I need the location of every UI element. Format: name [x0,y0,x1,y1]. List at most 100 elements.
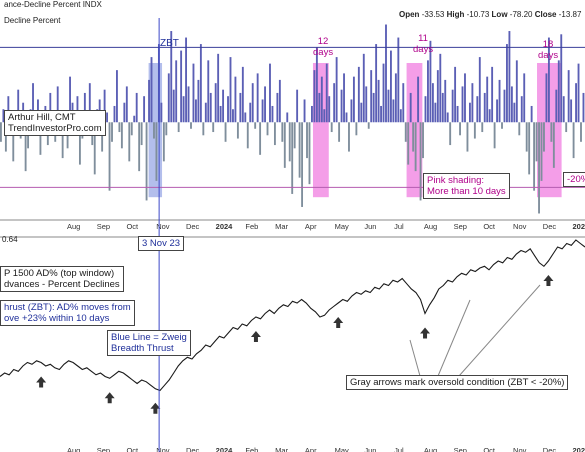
month-tick-label: Nov [156,446,170,452]
ad-bar [323,109,326,123]
pink-shading-note: Pink shading: More than 10 days [423,173,510,199]
ad-bar [170,31,173,123]
ad-bar [473,122,476,139]
month-tick-label: Aug [67,446,80,452]
ad-bar [377,79,380,123]
month-tick-label: Jun [364,446,376,452]
ad-bar [362,53,365,123]
ad-bar [12,122,15,162]
ad-bar [580,122,582,142]
ad-bar [155,122,158,181]
axes-layer: Aug Aug Sep Sep Oct Oct Nov Nov Dec Dec 2024 2024 Fe… [67,18,585,452]
ad-bar [61,122,64,159]
ad-bar [120,122,123,149]
ad-bar [291,122,294,194]
month-tick-label: Dec [543,446,557,452]
month-tick-label: Oct [483,222,496,231]
ad-bar [451,89,454,123]
ad-bar [515,60,518,123]
ad-bar [545,73,548,123]
ohlc-high-value: -10.73 [466,10,490,19]
zbt-label: ZBT [160,38,179,49]
ad-bar [7,96,10,123]
ad-bar [276,92,279,123]
pink-note-line-2: More than 10 days [427,186,506,197]
ad-bar [518,122,521,136]
ad-bar [190,122,192,129]
ad-bar [486,76,489,123]
ad-bar [464,73,466,123]
author-box: Arthur Hill, CMT TrendInvestorPro.com [4,110,106,136]
ad-bar [575,83,577,123]
ad-bar [328,96,331,123]
ohlc-readout: Open -33.53 High -10.73 Low -78.20 Close… [399,10,581,19]
ad-bar [335,57,338,123]
ad-bar [315,47,318,123]
ad-bar [224,122,227,142]
ad-bar [397,37,400,123]
ad-bar [125,86,128,123]
ad-bar [320,76,323,123]
ad-bar [439,53,442,123]
ad-bar [552,122,555,168]
ad-bar [199,44,202,123]
month-tick-label: Jun [364,222,376,231]
month-tick-label: 2024 [216,446,234,452]
ad-bar [118,122,121,133]
ad-bar [195,99,197,123]
ad-bar [288,122,291,162]
ad-bar [429,40,432,123]
oversold-arrow [36,376,47,388]
ad-bar [399,109,402,123]
duration-label-2: 11 days [413,33,433,55]
ad-bar [459,122,461,136]
ad-bar [330,122,333,133]
ad-bar [39,122,42,155]
ad-bar [370,70,373,123]
ad-bar [209,92,212,123]
ad-bar [498,79,501,123]
month-tick-label: Dec [543,222,557,231]
month-tick-label: 2024 [216,222,234,231]
lower-desc-line-1: P 1500 AD% (top window) [4,268,115,279]
callout-lines [409,284,541,377]
ad-bar [352,76,355,123]
ad-bar [350,99,353,123]
blue-line-note: Blue Line = Zweig Breadth Thrust [107,330,191,356]
ad-bar [103,89,106,123]
ad-bar [431,83,434,123]
ad-bar [150,57,153,123]
ad-bar [506,44,508,123]
ad-bar [76,96,79,123]
ad-bar [343,73,345,123]
ad-bar [17,89,20,123]
ad-bar [303,99,306,123]
month-tick-label: Aug [424,446,437,452]
ad-bar [520,96,523,123]
ad-bar [234,76,237,123]
ad-bar [254,122,257,129]
ad-bar [113,105,116,123]
zbt-def-line-1: hrust (ZBT): AD% moves from [4,302,131,313]
ad-bar [111,122,113,142]
ad-bar [148,79,150,123]
ad-bar [108,122,111,191]
ad-bar [380,105,382,123]
ad-bar [478,57,481,123]
ad-bar [449,122,452,146]
oversold-arrow [420,327,431,339]
ad-bar [367,122,370,129]
month-tick-label: Mar [275,446,288,452]
ad-bar [427,60,429,123]
ad-bar [456,105,459,123]
ad-bar [192,63,195,123]
callout-line [409,339,421,377]
duration-unit: days [538,50,559,61]
ad-bar [32,83,34,123]
ad-bar [333,83,336,123]
ad-bar [175,60,178,123]
ad-bar [165,122,168,136]
ad-bar [523,73,526,123]
ad-bar [261,99,264,123]
